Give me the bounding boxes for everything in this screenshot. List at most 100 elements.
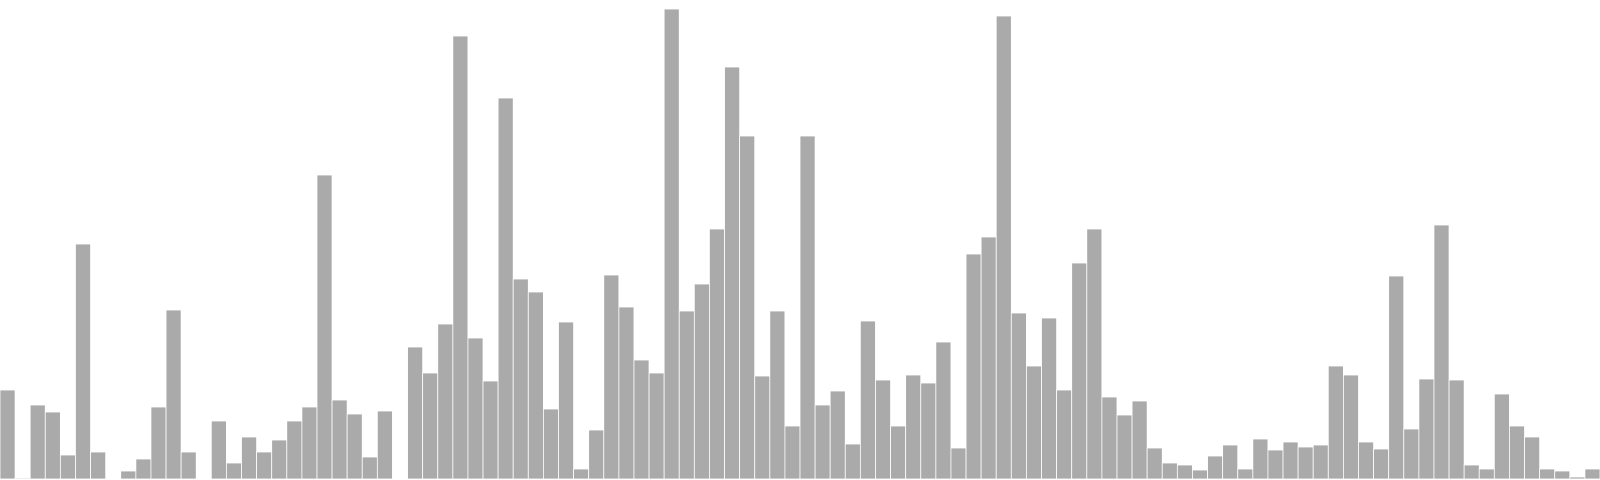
bar-4 bbox=[59, 454, 76, 480]
bar-64 bbox=[965, 253, 982, 480]
bar-100 bbox=[1509, 425, 1525, 480]
bar-20 bbox=[301, 406, 318, 480]
bar-17 bbox=[256, 451, 273, 480]
bar-46 bbox=[693, 283, 710, 480]
bar-79 bbox=[1192, 469, 1208, 480]
bar-47 bbox=[709, 228, 725, 480]
bar-32 bbox=[482, 380, 499, 480]
bar-103 bbox=[1554, 470, 1571, 480]
bar-30 bbox=[452, 35, 469, 480]
bar-34 bbox=[512, 278, 529, 480]
bar-39 bbox=[588, 429, 605, 480]
bar-72 bbox=[1086, 228, 1103, 480]
bar-60 bbox=[905, 374, 922, 480]
bar-40 bbox=[603, 274, 620, 480]
bar-84 bbox=[1267, 449, 1284, 480]
bar-85 bbox=[1282, 441, 1299, 480]
bar-73 bbox=[1101, 396, 1118, 480]
bar-49 bbox=[739, 135, 756, 480]
bar-74 bbox=[1116, 414, 1133, 480]
bar-25 bbox=[376, 410, 393, 480]
bar-0 bbox=[0, 389, 16, 480]
bar-65 bbox=[980, 236, 997, 480]
bar-37 bbox=[558, 321, 574, 480]
bar-10 bbox=[150, 406, 167, 480]
bar-57 bbox=[859, 320, 876, 480]
bar-58 bbox=[875, 379, 891, 480]
bar-67 bbox=[1010, 312, 1027, 480]
bar-41 bbox=[618, 306, 635, 480]
bar-11 bbox=[165, 309, 182, 480]
bar-14 bbox=[210, 420, 227, 480]
bar-94 bbox=[1418, 378, 1435, 480]
bar-93 bbox=[1403, 428, 1420, 480]
bar-63 bbox=[950, 447, 967, 480]
bar-59 bbox=[890, 425, 907, 480]
bar-50 bbox=[754, 375, 771, 480]
bar-series bbox=[0, 8, 1600, 480]
bar-29 bbox=[437, 323, 454, 480]
bar-68 bbox=[1026, 365, 1042, 480]
bar-80 bbox=[1207, 455, 1224, 480]
bar-76 bbox=[1146, 447, 1163, 480]
bar-35 bbox=[527, 291, 544, 480]
bar-45 bbox=[678, 310, 695, 480]
bar-52 bbox=[784, 425, 801, 480]
bar-19 bbox=[286, 420, 303, 480]
bar-104 bbox=[1569, 476, 1586, 480]
bar-6 bbox=[90, 451, 107, 480]
bar-44 bbox=[663, 8, 680, 480]
bar-48 bbox=[724, 66, 741, 480]
bar-90 bbox=[1358, 441, 1374, 480]
bar-99 bbox=[1493, 393, 1510, 480]
bar-77 bbox=[1161, 462, 1178, 480]
bar-66 bbox=[995, 15, 1012, 480]
bar-89 bbox=[1343, 374, 1359, 480]
bar-92 bbox=[1388, 275, 1405, 480]
bar-36 bbox=[543, 408, 559, 480]
bar-51 bbox=[769, 310, 786, 480]
bar-105 bbox=[1584, 468, 1600, 480]
bar-2 bbox=[29, 404, 46, 480]
bar-62 bbox=[935, 341, 952, 480]
bar-95 bbox=[1433, 224, 1450, 480]
bar-88 bbox=[1327, 365, 1344, 480]
bar-24 bbox=[361, 456, 378, 480]
bar-15 bbox=[226, 462, 242, 480]
bar-54 bbox=[814, 404, 831, 480]
bar-71 bbox=[1071, 262, 1088, 480]
bar-22 bbox=[331, 399, 348, 480]
bar-33 bbox=[497, 97, 514, 480]
bar-82 bbox=[1237, 468, 1254, 480]
bar-27 bbox=[407, 346, 424, 480]
bar-9 bbox=[135, 458, 152, 480]
bar-83 bbox=[1252, 438, 1269, 480]
bar-91 bbox=[1373, 448, 1390, 480]
bar-55 bbox=[829, 390, 846, 480]
bar-87 bbox=[1312, 444, 1329, 480]
bar-28 bbox=[422, 372, 439, 480]
bar-31 bbox=[467, 337, 484, 480]
bar-38 bbox=[573, 468, 590, 480]
bar-70 bbox=[1056, 389, 1073, 480]
bar-53 bbox=[799, 135, 816, 480]
bar-86 bbox=[1297, 446, 1314, 480]
bar-102 bbox=[1539, 468, 1556, 480]
bar-98 bbox=[1478, 468, 1495, 480]
bar-101 bbox=[1524, 436, 1541, 480]
bar-12 bbox=[180, 451, 197, 480]
bar-43 bbox=[648, 372, 665, 480]
bar-8 bbox=[120, 470, 137, 480]
bar-21 bbox=[316, 174, 333, 480]
bar-3 bbox=[44, 411, 61, 480]
bar-56 bbox=[844, 443, 861, 480]
bar-81 bbox=[1222, 444, 1239, 480]
bar-75 bbox=[1131, 400, 1148, 480]
bar-96 bbox=[1448, 379, 1465, 480]
bar-1 bbox=[14, 477, 31, 480]
bar-16 bbox=[241, 436, 257, 480]
bar-5 bbox=[75, 243, 91, 480]
bar-69 bbox=[1041, 317, 1058, 480]
bar-42 bbox=[633, 359, 650, 480]
